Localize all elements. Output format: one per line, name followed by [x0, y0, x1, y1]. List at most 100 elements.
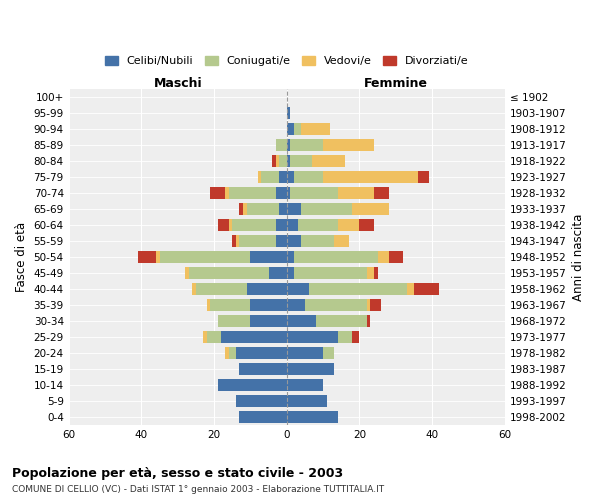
Bar: [247, 284, 287, 296]
Text: Popolazione per età, sesso e stato civile - 2003: Popolazione per età, sesso e stato civil…: [12, 468, 343, 480]
Bar: [287, 411, 338, 423]
Bar: [138, 252, 156, 264]
Bar: [280, 156, 287, 168]
Bar: [323, 140, 374, 151]
Bar: [185, 268, 188, 280]
Bar: [287, 379, 323, 391]
Bar: [352, 331, 359, 343]
Bar: [243, 204, 247, 216]
Bar: [276, 140, 287, 151]
Bar: [236, 347, 287, 359]
Legend: Celibi/Nubili, Coniugati/e, Vedovi/e, Divorziati/e: Celibi/Nubili, Coniugati/e, Vedovi/e, Di…: [100, 52, 473, 70]
Bar: [374, 188, 389, 200]
Bar: [250, 252, 287, 264]
Bar: [287, 363, 334, 375]
Bar: [316, 316, 367, 327]
Bar: [192, 284, 196, 296]
Bar: [280, 204, 287, 216]
Bar: [262, 172, 280, 183]
Bar: [290, 140, 323, 151]
Text: Maschi: Maschi: [154, 78, 202, 90]
Text: Femmine: Femmine: [364, 78, 428, 90]
Bar: [239, 204, 243, 216]
Bar: [269, 268, 287, 280]
Bar: [221, 331, 287, 343]
Bar: [280, 172, 287, 183]
Bar: [377, 252, 389, 264]
Bar: [305, 300, 367, 312]
Bar: [236, 395, 287, 407]
Bar: [287, 172, 294, 183]
Bar: [367, 300, 370, 312]
Bar: [338, 188, 374, 200]
Bar: [287, 140, 290, 151]
Bar: [211, 188, 225, 200]
Bar: [290, 156, 312, 168]
Bar: [301, 124, 331, 136]
Bar: [218, 316, 250, 327]
Bar: [287, 156, 290, 168]
Bar: [323, 347, 334, 359]
Bar: [236, 236, 239, 248]
Bar: [239, 363, 287, 375]
Bar: [287, 316, 316, 327]
Bar: [232, 220, 276, 232]
Bar: [374, 268, 377, 280]
Bar: [196, 284, 247, 296]
Bar: [239, 236, 276, 248]
Bar: [287, 188, 290, 200]
Bar: [334, 236, 349, 248]
Bar: [367, 268, 374, 280]
Bar: [276, 220, 287, 232]
Bar: [229, 188, 276, 200]
Bar: [225, 347, 229, 359]
Bar: [276, 236, 287, 248]
Bar: [367, 316, 370, 327]
Bar: [359, 220, 374, 232]
Text: COMUNE DI CELLIO (VC) - Dati ISTAT 1° gennaio 2003 - Elaborazione TUTTITALIA.IT: COMUNE DI CELLIO (VC) - Dati ISTAT 1° ge…: [12, 486, 384, 494]
Bar: [232, 236, 236, 248]
Bar: [294, 124, 301, 136]
Bar: [188, 268, 269, 280]
Bar: [250, 300, 287, 312]
Bar: [218, 220, 229, 232]
Bar: [287, 395, 327, 407]
Bar: [229, 220, 232, 232]
Bar: [229, 347, 236, 359]
Bar: [203, 331, 207, 343]
Bar: [276, 188, 287, 200]
Bar: [294, 268, 367, 280]
Bar: [287, 252, 294, 264]
Bar: [287, 284, 308, 296]
Bar: [160, 252, 250, 264]
Bar: [294, 252, 377, 264]
Bar: [247, 204, 280, 216]
Y-axis label: Fasce di età: Fasce di età: [15, 222, 28, 292]
Bar: [272, 156, 276, 168]
Bar: [211, 300, 250, 312]
Bar: [156, 252, 160, 264]
Bar: [287, 331, 338, 343]
Bar: [250, 316, 287, 327]
Bar: [308, 284, 407, 296]
Bar: [207, 331, 221, 343]
Bar: [257, 172, 262, 183]
Bar: [414, 284, 439, 296]
Bar: [370, 300, 381, 312]
Bar: [294, 172, 323, 183]
Bar: [276, 156, 280, 168]
Bar: [301, 204, 352, 216]
Bar: [287, 204, 301, 216]
Bar: [218, 379, 287, 391]
Bar: [338, 220, 359, 232]
Bar: [207, 300, 211, 312]
Bar: [352, 204, 389, 216]
Y-axis label: Anni di nascita: Anni di nascita: [572, 214, 585, 301]
Bar: [287, 300, 305, 312]
Bar: [287, 108, 290, 120]
Bar: [287, 347, 323, 359]
Bar: [287, 268, 294, 280]
Bar: [389, 252, 403, 264]
Bar: [239, 411, 287, 423]
Bar: [287, 236, 301, 248]
